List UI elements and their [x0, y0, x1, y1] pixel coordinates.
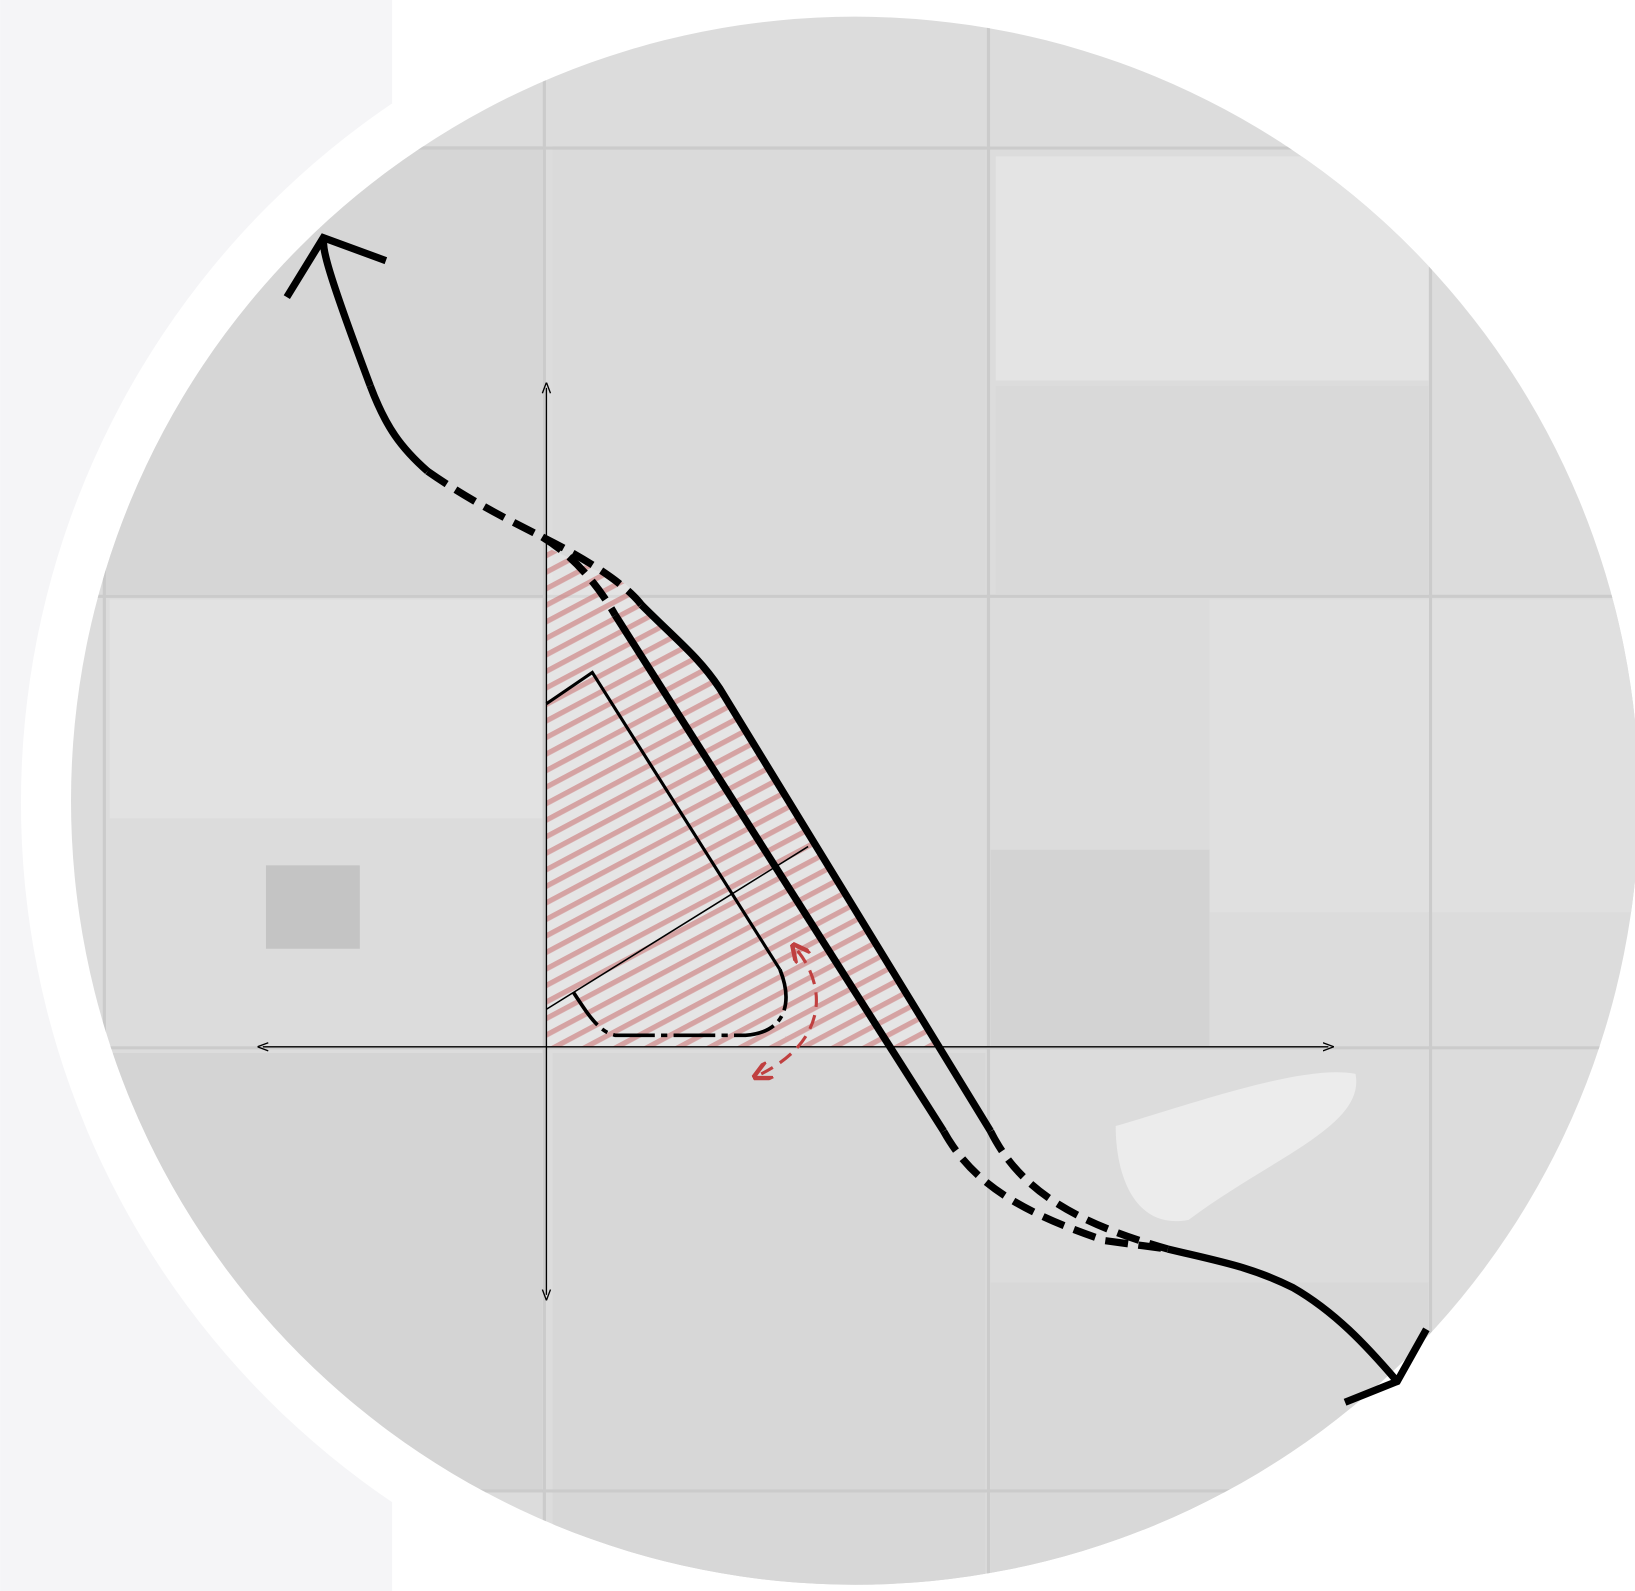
field	[1209, 599, 1635, 913]
arrowhead-south	[1343, 1327, 1430, 1406]
field	[109, 599, 543, 819]
field	[552, 1053, 986, 1585]
highway-south	[1166, 1245, 1400, 1384]
field	[990, 849, 1210, 1048]
highway-dashed-c	[940, 1129, 1169, 1253]
movement-arrow	[761, 951, 818, 1074]
highway-line-a	[638, 602, 994, 1134]
hatched-area	[546, 547, 939, 1047]
highway-north-curve	[366, 384, 430, 474]
highway-dashed-b	[540, 533, 619, 617]
field	[552, 145, 986, 595]
highway-dashed-d	[987, 1129, 1169, 1253]
pond	[265, 865, 360, 949]
aerial-map	[71, 16, 1635, 1585]
arrowhead-north	[283, 233, 388, 300]
inner-route	[545, 670, 782, 971]
field	[995, 385, 1429, 595]
connector-line	[546, 845, 809, 1010]
lake	[1115, 1072, 1357, 1222]
highway-dashed-a	[425, 468, 645, 607]
highway-line-b	[612, 613, 947, 1134]
